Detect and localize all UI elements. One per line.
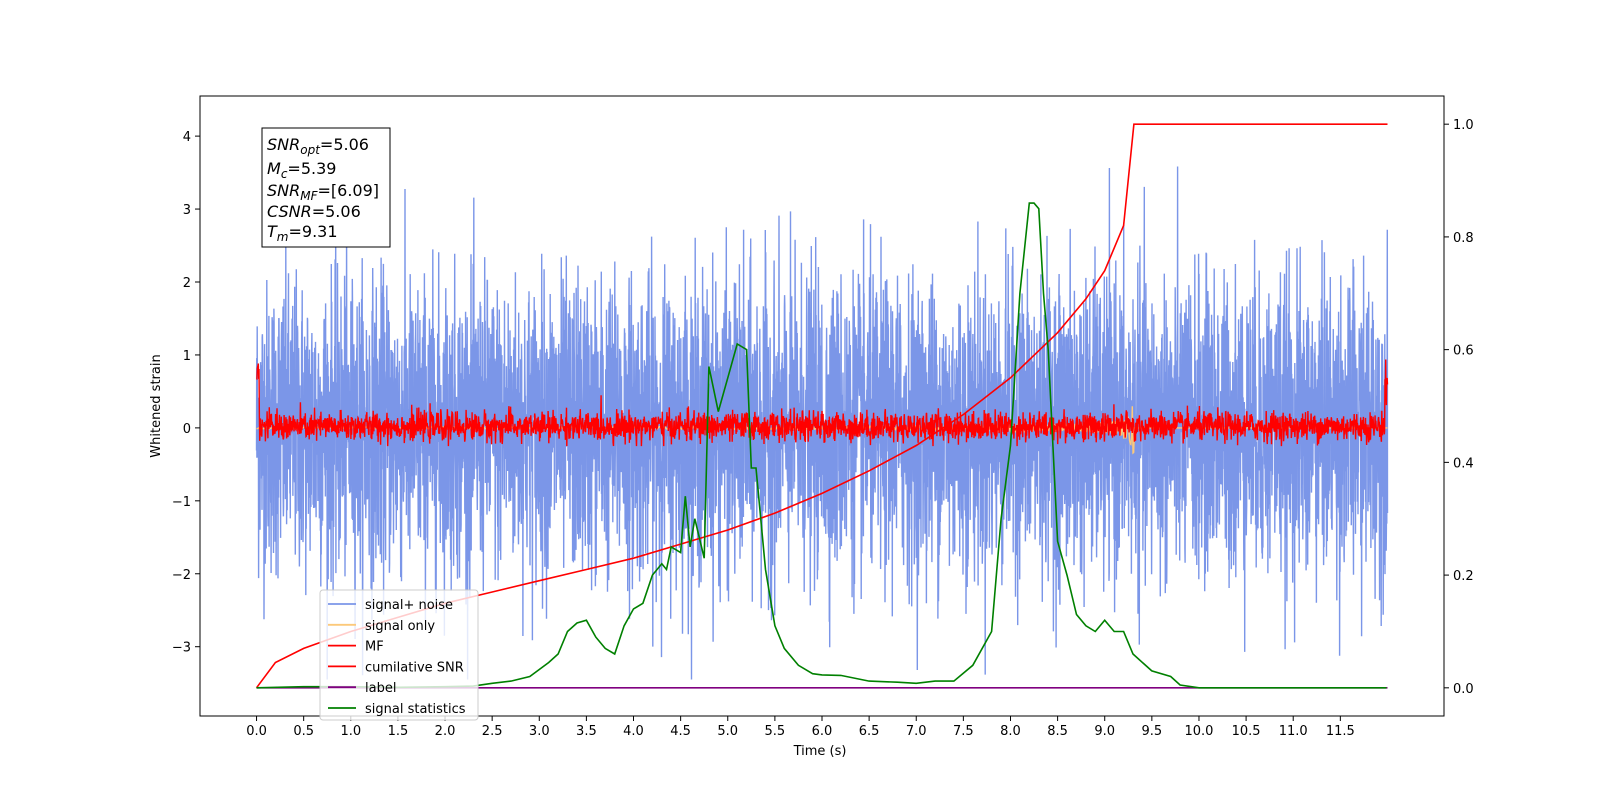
x-tick-label: 1.0 [340,724,361,739]
series-mf [256,359,1389,447]
legend: signal+ noise signal only MF cumilative SNR… [319,589,479,721]
x-tick-label: 8.5 [1047,724,1068,739]
x-tick-label: 3.5 [576,724,597,739]
legend-label-label: label [365,681,396,696]
tm-text: Tm=9.31 [267,222,338,244]
x-tick-label: 4.0 [623,724,644,739]
y-tick-label: 4 [183,130,191,145]
x-tick-label: 0.5 [293,724,314,739]
x-tick-label: 2.5 [482,724,503,739]
x-tick-label: 0.0 [246,724,267,739]
x-axis: 0.0 0.5 1.0 1.5 2.0 2.5 3.0 3.5 4.0 4.5 5.0 5.5 6.0 6… [246,716,1355,739]
stats-annotation-box [261,127,391,248]
y2-tick-label: 0.2 [1453,569,1474,584]
mc-text: Mc=5.39 [267,159,336,181]
x-tick-label: 4.5 [670,724,691,739]
y-tick-label: −3 [172,641,191,656]
y2-tick-label: 0.4 [1453,456,1474,471]
stats-annotation: SNRopt=5.06 Mc=5.39 SNRMF=[6.09] CSNR=5.… [261,127,391,248]
y-tick-label: 2 [183,276,191,291]
csnr-text: CSNR=5.06 [267,202,361,221]
legend-box [319,589,479,721]
legend-label-signal-plus-noise: signal+ noise [365,598,453,613]
series-signal-plus-noise [255,166,1389,680]
x-tick-label: 11.5 [1326,724,1355,739]
snr-mf-text: SNRMF=[6.09] [267,181,379,203]
x-tick-label: 2.0 [435,724,456,739]
y-axis-right: 1.0 0.8 0.6 0.4 0.2 0.0 [1444,118,1474,697]
y-tick-label: 0 [183,422,191,437]
y2-tick-label: 1.0 [1453,118,1474,133]
x-tick-label: 6.0 [812,724,833,739]
x-tick-label: 11.0 [1279,724,1308,739]
x-tick-label: 7.0 [906,724,927,739]
y-axis-label: Whitened strain [149,354,164,457]
legend-label-cumulative-snr: cumilative SNR [365,660,464,675]
x-tick-label: 10.5 [1232,724,1261,739]
x-tick-label: 6.5 [859,724,880,739]
x-axis-label: Time (s) [793,744,847,759]
x-tick-label: 8.0 [1000,724,1021,739]
x-tick-label: 5.0 [717,724,738,739]
legend-label-signal-only: signal only [365,619,435,634]
x-tick-label: 1.5 [388,724,409,739]
y2-tick-label: 0.6 [1453,344,1474,359]
snr-opt-text: SNRopt=5.06 [267,135,369,157]
x-tick-label: 9.5 [1142,724,1163,739]
x-tick-label: 7.5 [953,724,974,739]
y-tick-label: 3 [183,203,191,218]
y-tick-label: 1 [183,349,191,364]
x-tick-label: 3.0 [529,724,550,739]
y-tick-label: −2 [172,568,191,583]
legend-label-signal-statistics: signal statistics [365,702,466,717]
x-tick-label: 10.0 [1184,724,1213,739]
y-axis-left: 4 3 2 1 0 −1 −2 −3 [172,130,200,656]
series-signal-statistics [256,202,1387,689]
y2-tick-label: 0.8 [1453,231,1474,246]
x-tick-label: 9.0 [1094,724,1115,739]
y2-tick-label: 0.0 [1453,682,1474,697]
y-tick-label: −1 [172,495,191,510]
x-tick-label: 5.5 [765,724,786,739]
legend-label-mf: MF [365,640,384,655]
